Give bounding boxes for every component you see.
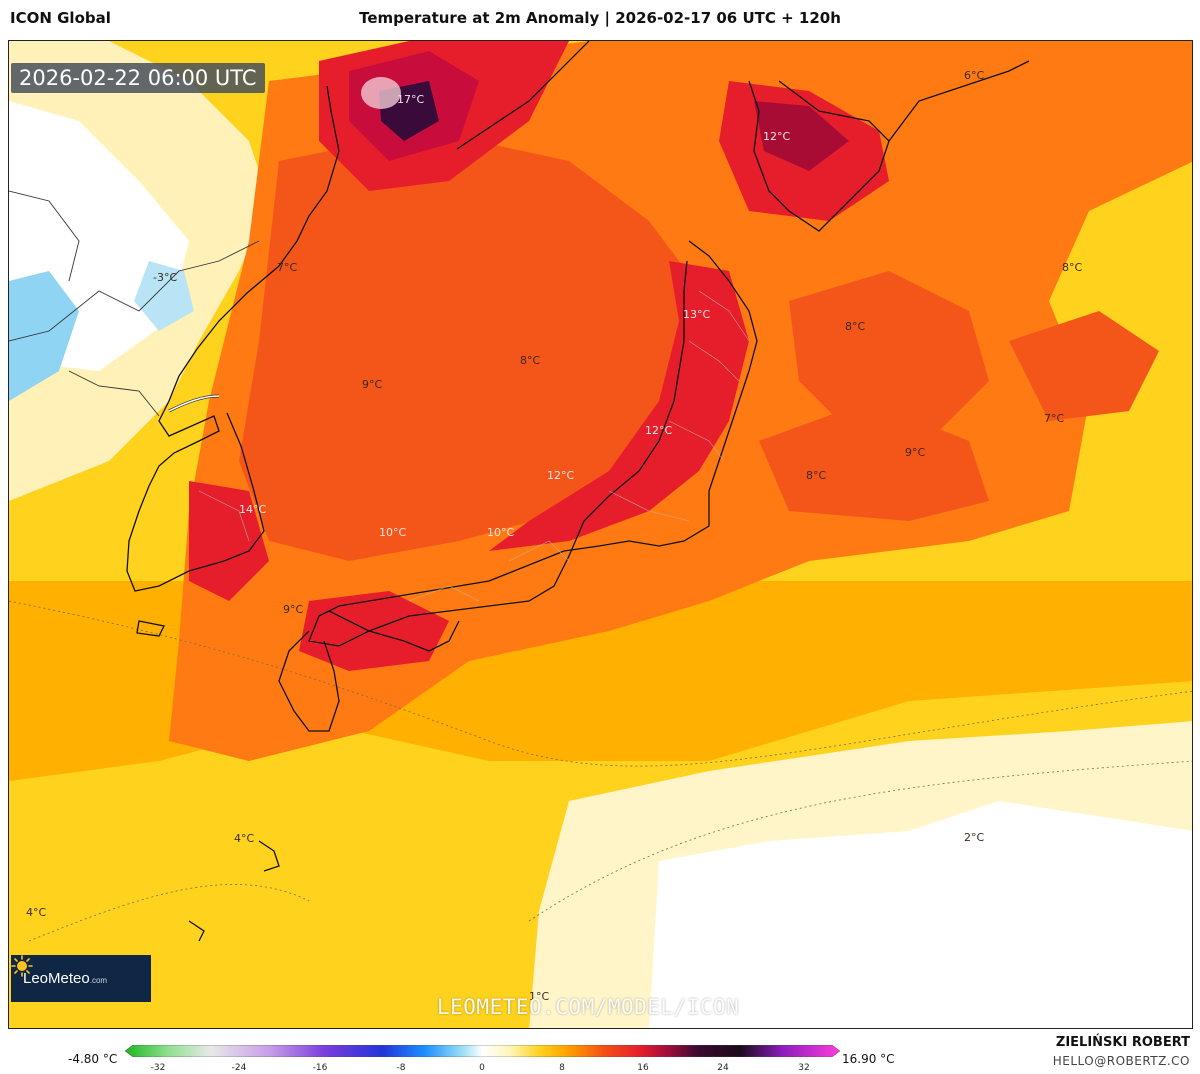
colorbar-tick: -16 xyxy=(312,1063,328,1073)
temp-label: 8°C xyxy=(845,320,866,333)
temp-label: 9°C xyxy=(283,603,304,616)
chart-title: Temperature at 2m Anomaly | 2026-02-17 0… xyxy=(359,9,841,27)
temp-label: 2°C xyxy=(964,831,985,844)
field-red-west xyxy=(299,591,449,671)
colorbar-tick: 32 xyxy=(798,1063,810,1073)
contour-2 xyxy=(528,760,1192,922)
temp-label: 17°C xyxy=(397,93,425,106)
temp-label: 7°C xyxy=(1044,412,1065,425)
temp-label: 7°C xyxy=(277,261,298,274)
temp-label: 4°C xyxy=(234,832,255,845)
colorbar-min-label: -4.80 °C xyxy=(68,1052,118,1066)
field-cold-blue xyxy=(9,271,79,401)
temp-label: 10°C xyxy=(379,526,407,539)
colorbar-tick: 0 xyxy=(479,1063,485,1073)
temp-label: 8°C xyxy=(1062,261,1083,274)
temp-label: 12°C xyxy=(763,130,791,143)
header: ICON Global Temperature at 2m Anomaly | … xyxy=(0,0,1200,40)
logo-name: LeoMeteo xyxy=(23,970,90,987)
temp-label: 1°C xyxy=(529,990,550,1003)
field-crimson-hokkaido xyxy=(754,101,849,171)
temp-label: 12°C xyxy=(547,469,575,482)
leometeo-logo[interactable]: LeoMeteo.com xyxy=(11,955,151,1002)
field-cold-blue-2 xyxy=(134,261,194,331)
temp-label: 9°C xyxy=(362,378,383,391)
watermark-url: LEOMETEO.COM/MODEL/ICON xyxy=(437,995,740,1019)
temp-label: 10°C xyxy=(487,526,515,539)
author-name: ZIELIŃSKI ROBERT xyxy=(1055,1035,1190,1050)
field-red-korea xyxy=(189,481,269,601)
colorbar-tick: -24 xyxy=(231,1063,247,1073)
logo-text: LeoMeteo.com xyxy=(23,970,107,987)
coastlines xyxy=(126,41,1030,942)
colorbar-tick: -8 xyxy=(396,1063,406,1073)
field-deep-orange-3 xyxy=(759,401,989,521)
colorbar-max-label: 16.90 °C xyxy=(842,1052,895,1066)
field-deep-orange-2 xyxy=(789,271,989,431)
contour-3 xyxy=(28,884,310,942)
temp-label: 13°C xyxy=(683,308,711,321)
logo-domain: .com xyxy=(89,976,108,985)
author-email[interactable]: HELLO@ROBERTZ.CO xyxy=(1052,1054,1190,1068)
model-name: ICON Global xyxy=(10,9,111,27)
temp-label: 6°C xyxy=(964,69,985,82)
field-highlight xyxy=(361,77,401,109)
temp-label: 9°C xyxy=(905,446,926,459)
contour-1 xyxy=(9,600,1192,767)
temp-label: 14°C xyxy=(239,503,267,516)
temp-label: 8°C xyxy=(520,354,541,367)
field-deep-orange-4 xyxy=(1009,311,1159,421)
field-white xyxy=(649,801,1192,1028)
colorbar-tick: -32 xyxy=(150,1063,166,1073)
temp-label: 4°C xyxy=(26,906,47,919)
borders xyxy=(9,190,260,417)
field-deep-orange xyxy=(239,131,709,561)
valid-time-badge: 2026-02-22 06:00 UTC xyxy=(11,63,265,93)
map-field xyxy=(9,41,1192,1028)
colorbar-tick: 24 xyxy=(717,1063,729,1073)
temp-label: 8°C xyxy=(806,469,827,482)
colorbar-tick: 8 xyxy=(559,1063,565,1073)
temp-label: 12°C xyxy=(645,424,673,437)
colorbar-tick: 16 xyxy=(637,1063,649,1073)
admin-boundaries xyxy=(198,290,750,602)
temp-label: -3°C xyxy=(153,271,178,284)
colorbar xyxy=(125,1045,840,1057)
anomaly-map[interactable]: 2026-02-22 06:00 UTC 17°C 6°C 12°C -3°C … xyxy=(8,40,1193,1029)
sun-icon xyxy=(11,955,33,977)
